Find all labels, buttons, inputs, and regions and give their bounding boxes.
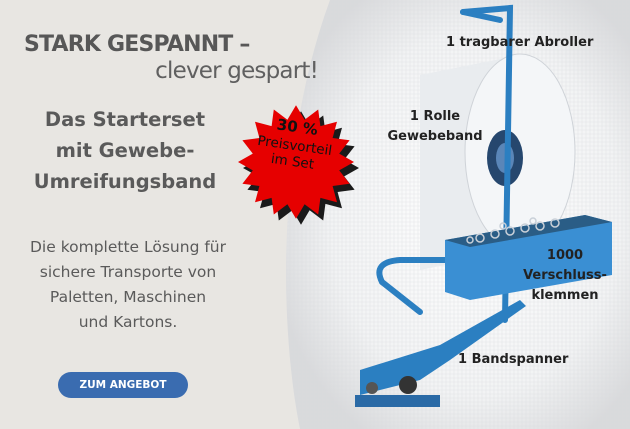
description-line: sichere Transporte von xyxy=(39,263,217,281)
label-clips-line: 1000 xyxy=(546,248,584,263)
description-line: Die komplette Lösung für xyxy=(30,238,226,256)
headline-primary: STARK GESPANNT – xyxy=(24,32,250,57)
description-line: Paletten, Maschinen xyxy=(49,288,207,306)
subheadline-line: Umreifungsband xyxy=(33,170,217,193)
label-roll-line: 1 Rolle xyxy=(409,109,461,124)
discount-badge xyxy=(238,105,359,225)
headline-secondary: clever gespart! xyxy=(155,58,319,84)
offer-button[interactable]: ZUM ANGEBOT xyxy=(58,372,188,398)
label-clips-line: klemmen xyxy=(531,288,599,303)
label-roll-line: Gewebeband xyxy=(387,129,483,144)
label-tensioner: 1 Bandspanner xyxy=(458,352,569,367)
dispenser-stand xyxy=(376,4,514,323)
subheadline-line: Das Starterset xyxy=(44,108,206,131)
subheadline-line: mit Gewebe- xyxy=(55,139,195,162)
label-roll: 1 Rolle Gewebeband xyxy=(380,107,490,147)
label-clips-line: Verschluss- xyxy=(523,268,607,283)
label-dispenser: 1 tragbarer Abroller xyxy=(446,35,594,50)
clips-box xyxy=(445,215,612,300)
label-clips: 1000 Verschluss- klemmen xyxy=(515,246,615,306)
band-tensioner xyxy=(355,300,526,407)
description-line: und Kartons. xyxy=(78,313,178,331)
